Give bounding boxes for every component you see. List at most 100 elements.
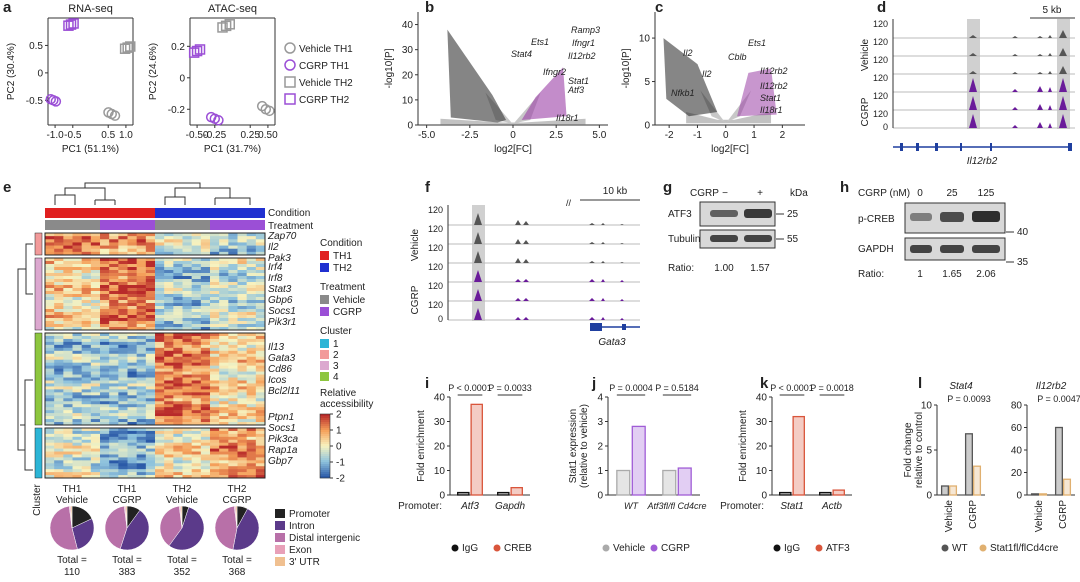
heatmap-cell	[255, 267, 266, 271]
heatmap-cell	[246, 386, 257, 390]
heatmap-cell	[219, 356, 229, 361]
heatmap-cell	[228, 433, 238, 438]
heatmap-cell	[155, 466, 165, 470]
heatmap-cell	[173, 362, 183, 366]
heatmap-cell	[255, 386, 266, 390]
heatmap-cell	[118, 318, 128, 322]
heatmap-cell	[136, 416, 147, 420]
heatmap-cell	[81, 475, 92, 479]
treatment-bar	[100, 220, 155, 230]
heatmap-cell	[237, 303, 247, 307]
heatmap-cell	[191, 377, 202, 381]
cluster-border	[44, 427, 266, 479]
heatmap-cell	[63, 350, 73, 355]
heatmap-cell	[164, 233, 174, 237]
heatmap-cell	[173, 248, 183, 253]
heatmap-cell	[173, 428, 183, 432]
heatmap-cell	[200, 356, 211, 361]
heatmap-cell	[210, 318, 220, 322]
heatmap-cell	[63, 359, 73, 363]
heatmap-cell	[63, 333, 73, 337]
heatmap-cell	[255, 460, 266, 464]
heatmap-cell	[54, 410, 64, 414]
heatmap-cell	[182, 430, 192, 435]
heatmap-cell	[109, 454, 119, 458]
heatmap-cell	[237, 377, 247, 381]
heatmap-cell	[136, 350, 147, 355]
heatmap-cell	[100, 273, 110, 277]
heatmap-cell	[210, 448, 220, 452]
heatmap-cell	[219, 472, 229, 476]
pie-slice	[159, 505, 183, 547]
colorbar-cell	[320, 452, 330, 455]
heatmap-cell	[145, 239, 156, 243]
heatmap-cell	[155, 445, 165, 449]
heatmap-cell	[200, 383, 211, 387]
x-tick-label: -0.5	[64, 130, 82, 141]
heatmap-cell	[173, 413, 183, 417]
heatmap-cell	[164, 401, 174, 405]
heatmap-cell	[228, 279, 238, 283]
heatmap-cell	[182, 335, 192, 340]
heatmap-cell	[191, 368, 202, 372]
heatmap-cell	[63, 297, 73, 301]
heatmap-cell	[155, 404, 165, 408]
heatmap-cell	[100, 428, 110, 432]
heatmap-cell	[182, 306, 192, 310]
heatmap-cell	[54, 442, 64, 446]
heatmap-cell	[164, 419, 174, 423]
heatmap-cell	[255, 270, 266, 274]
heatmap-cell	[127, 404, 137, 408]
y-axis-label: PC2 (24.6%)	[148, 43, 159, 100]
heatmap-cell	[237, 466, 247, 470]
heatmap-cell	[90, 463, 101, 467]
heatmap-cell	[145, 341, 156, 346]
heatmap-cell	[81, 386, 92, 390]
heatmap-cell	[219, 374, 229, 378]
heatmap-cell	[72, 451, 82, 455]
heatmap-cell	[255, 469, 266, 473]
heatmap-cell	[200, 386, 211, 390]
heatmap-cell	[191, 353, 202, 358]
heatmap-cell	[81, 374, 92, 378]
heatmap-cell	[182, 236, 192, 240]
heatmap-cell	[100, 285, 110, 289]
heatmap-cell	[100, 327, 110, 331]
heatmap-cell	[200, 377, 211, 381]
heatmap-cell	[173, 410, 183, 414]
heatmap-cell	[219, 463, 229, 467]
track-peak	[1048, 35, 1052, 38]
heatmap-cell	[237, 457, 247, 461]
heatmap-cell	[155, 291, 165, 295]
heatmap-cell	[118, 445, 128, 449]
heatmap-cell	[63, 285, 73, 289]
blot-band	[744, 209, 772, 218]
total-value: 110	[64, 567, 80, 578]
heatmap-cell	[210, 368, 220, 372]
heatmap-cell	[200, 324, 211, 328]
heatmap-cell	[155, 428, 165, 432]
heatmap-cell	[164, 475, 174, 479]
heatmap-cell	[54, 451, 64, 455]
colorbar-cell	[320, 470, 330, 473]
heatmap-cell	[45, 318, 55, 322]
heatmap-cell	[173, 291, 183, 295]
heatmap-cell	[127, 233, 137, 237]
heatmap-cell	[191, 338, 202, 343]
heatmap-cell	[100, 433, 110, 438]
exon	[935, 143, 938, 151]
heatmap-cell	[145, 318, 156, 322]
heatmap-cell	[127, 273, 137, 277]
legend-swatch	[275, 521, 285, 530]
heatmap-cell	[127, 306, 137, 310]
heatmap-cell	[182, 401, 192, 405]
heatmap-cell	[54, 233, 64, 237]
heatmap-cell	[210, 312, 220, 316]
heatmap-cell	[127, 282, 137, 286]
gene-label: Nfkb1	[671, 88, 695, 98]
heatmap-cell	[109, 236, 119, 240]
heatmap-cell	[90, 321, 101, 325]
legend-label: WT	[952, 543, 968, 554]
heatmap-cell	[155, 321, 165, 325]
heatmap-cell	[54, 282, 64, 286]
